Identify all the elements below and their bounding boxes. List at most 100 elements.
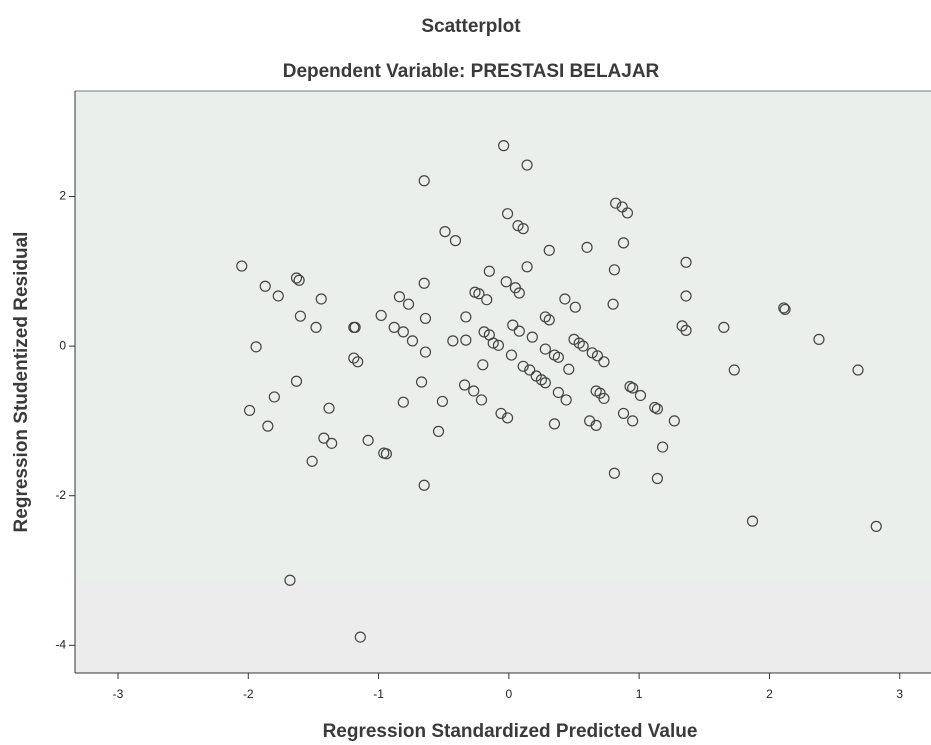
point <box>402 298 415 310</box>
point <box>272 290 284 302</box>
point <box>651 403 663 415</box>
point <box>607 298 619 310</box>
point <box>348 352 360 364</box>
x-axis-label: Regression Standardized Predicted Value <box>323 721 698 742</box>
point <box>498 140 510 152</box>
point <box>475 394 488 406</box>
point <box>415 376 428 388</box>
point <box>521 261 533 273</box>
point <box>326 437 338 449</box>
point <box>778 302 790 314</box>
point <box>473 288 485 300</box>
point <box>505 349 518 361</box>
point <box>318 432 330 444</box>
point <box>418 175 430 187</box>
point <box>501 208 514 220</box>
point <box>290 272 303 284</box>
point <box>813 333 825 345</box>
point <box>397 396 409 408</box>
x-tick-label: -1 <box>373 687 384 701</box>
point <box>543 244 555 256</box>
point <box>517 223 529 235</box>
point <box>513 325 525 337</box>
point <box>608 467 620 479</box>
y-axis-label: Regression Studentized Residual <box>11 232 32 533</box>
point <box>535 374 548 386</box>
point <box>439 226 451 238</box>
point <box>315 293 327 305</box>
point <box>548 418 561 430</box>
point <box>418 277 430 289</box>
point <box>610 197 622 209</box>
point <box>581 241 593 253</box>
point <box>543 314 555 326</box>
point <box>259 280 271 292</box>
point <box>598 392 610 405</box>
point <box>569 301 581 313</box>
point <box>250 341 262 353</box>
y-tick-label: -2 <box>55 488 66 502</box>
point <box>563 363 575 375</box>
point <box>397 326 409 338</box>
plot-area-band <box>75 581 931 673</box>
plot-area <box>75 91 931 581</box>
point <box>449 235 462 247</box>
point <box>651 472 663 485</box>
point <box>552 386 564 399</box>
point <box>870 520 882 532</box>
point <box>559 293 571 305</box>
point <box>380 448 392 460</box>
point <box>539 377 551 389</box>
point <box>436 395 449 408</box>
point <box>560 394 572 406</box>
point <box>487 337 499 349</box>
point <box>539 311 551 323</box>
point <box>590 419 602 431</box>
point <box>468 385 480 397</box>
point <box>598 356 610 368</box>
point <box>500 276 512 288</box>
point <box>608 264 620 276</box>
point <box>577 340 589 352</box>
point <box>419 346 432 358</box>
y-tick-label: -4 <box>55 637 66 651</box>
point <box>460 311 472 323</box>
point <box>458 379 471 391</box>
point <box>432 425 445 437</box>
x-tick-label: 3 <box>896 687 903 701</box>
point <box>375 309 387 322</box>
point <box>517 360 529 372</box>
point <box>680 290 692 302</box>
point <box>668 415 680 427</box>
point <box>627 382 639 394</box>
point <box>290 375 303 387</box>
point <box>521 159 533 171</box>
point <box>362 434 374 446</box>
point <box>746 515 759 527</box>
x-tick-label: 0 <box>506 687 513 701</box>
point <box>617 237 630 249</box>
point <box>680 324 692 336</box>
point <box>634 389 647 402</box>
point <box>262 420 274 432</box>
point <box>406 335 419 347</box>
point <box>779 303 791 316</box>
point <box>323 402 335 414</box>
point <box>573 337 585 349</box>
point <box>501 412 514 424</box>
y-tick-label: 0 <box>59 338 66 352</box>
point <box>621 207 634 219</box>
point <box>349 321 361 333</box>
y-tick-label: 2 <box>59 189 66 203</box>
point <box>513 287 525 299</box>
point <box>393 291 406 303</box>
chart-title: Scatterplot <box>421 16 521 37</box>
point <box>310 321 322 333</box>
point <box>852 364 864 376</box>
point <box>728 364 740 376</box>
point <box>293 274 305 286</box>
point <box>624 380 636 393</box>
point <box>306 455 318 467</box>
point <box>617 407 630 420</box>
